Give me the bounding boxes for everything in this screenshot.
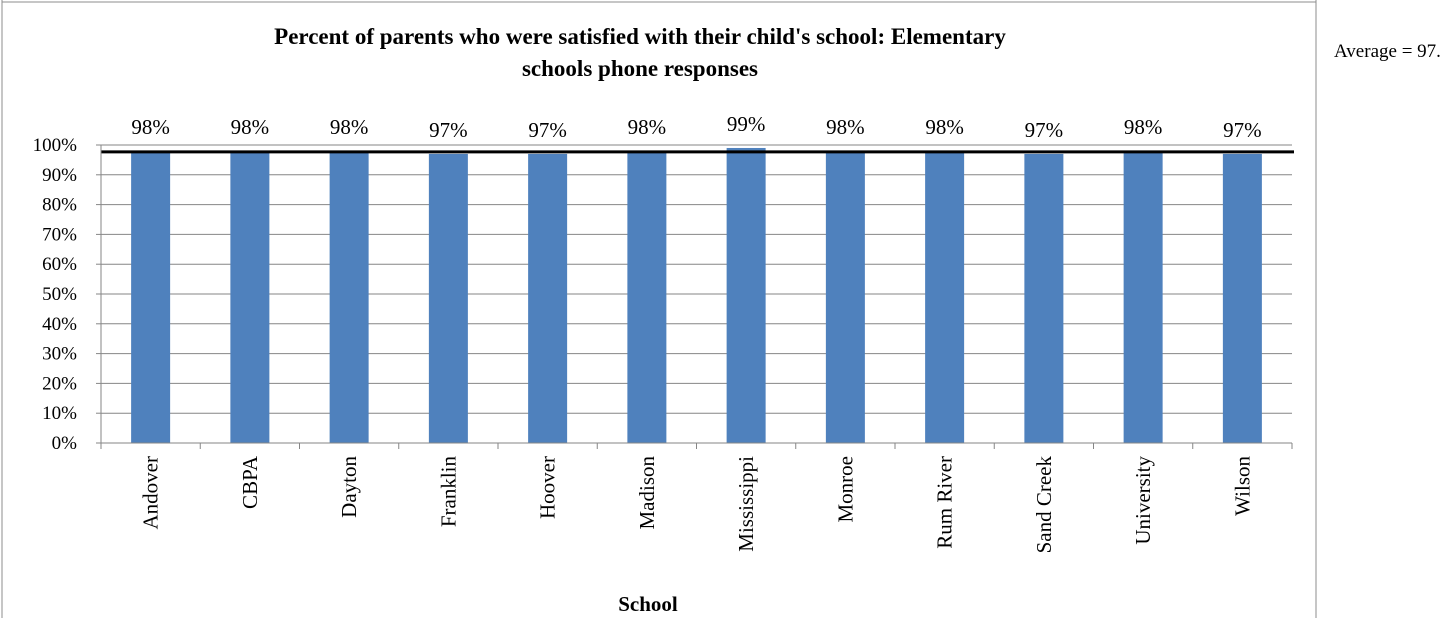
x-tick-label: Mississippi [734, 456, 758, 552]
x-tick-label: Franklin [436, 456, 460, 528]
grid-layer [101, 144, 1292, 414]
bar [1123, 150, 1163, 443]
data-label: 97% [1223, 118, 1262, 142]
y-tick-label: 70% [42, 224, 77, 245]
data-label: 99% [727, 112, 766, 136]
x-tick-label: Andover [139, 456, 163, 529]
data-label: 98% [925, 115, 964, 139]
data-label: 98% [231, 115, 270, 139]
y-tick-label: 60% [42, 254, 77, 275]
bar [627, 150, 667, 443]
data-label: 97% [528, 118, 567, 142]
x-tick-label: Dayton [337, 456, 361, 518]
y-tick-label: 90% [42, 165, 77, 186]
data-label: 98% [628, 115, 667, 139]
x-tick-label: Monroe [833, 456, 857, 523]
x-tick-label: Madison [635, 456, 659, 530]
label-layer: 98% 98% 98% 97% 97% 98% 99% 98% 98% 97% 98% 97% [101, 112, 1294, 154]
data-label: 97% [429, 118, 468, 142]
data-label: 98% [826, 115, 865, 139]
x-tick-label: CBPA [238, 455, 262, 509]
y-tick-label: 30% [42, 344, 77, 365]
bar [131, 150, 171, 443]
chart-title-line1: Percent of parents who were satisfied wi… [274, 24, 1006, 49]
bar-layer [131, 147, 1262, 444]
data-label: 98% [131, 115, 170, 139]
y-tick-label: 20% [42, 373, 77, 394]
bar [428, 153, 468, 443]
bar [528, 153, 568, 443]
bar [1222, 153, 1262, 443]
y-tick-label: 50% [42, 284, 77, 305]
x-tick-label: Rum River [933, 456, 957, 549]
x-axis-title: School [618, 592, 678, 616]
bar [726, 147, 766, 444]
data-label: 97% [1025, 118, 1064, 142]
chart-title-line2: schools phone responses [522, 56, 758, 81]
x-tick-label: Sand Creek [1032, 456, 1056, 554]
bar [825, 150, 865, 443]
y-tick-label: 80% [42, 195, 77, 216]
bar [1024, 153, 1064, 443]
x-tick-label: Hoover [536, 456, 560, 519]
average-label: Average = 97.7% [1334, 41, 1440, 62]
x-tick-label: Wilson [1230, 456, 1254, 516]
bar [329, 150, 369, 443]
y-tick-label: 100% [33, 135, 78, 156]
x-tick-label: University [1131, 456, 1155, 545]
bar [230, 150, 270, 443]
axis-layer: 0% 10% 20% 30% 40% 50% 60% 70% 80% 90% 100% Andover… [33, 135, 1293, 554]
y-tick-label: 40% [42, 314, 77, 335]
bar [925, 150, 965, 443]
data-label: 98% [1124, 115, 1163, 139]
data-label: 98% [330, 115, 369, 139]
y-tick-label: 0% [52, 433, 78, 454]
y-tick-label: 10% [42, 403, 77, 424]
